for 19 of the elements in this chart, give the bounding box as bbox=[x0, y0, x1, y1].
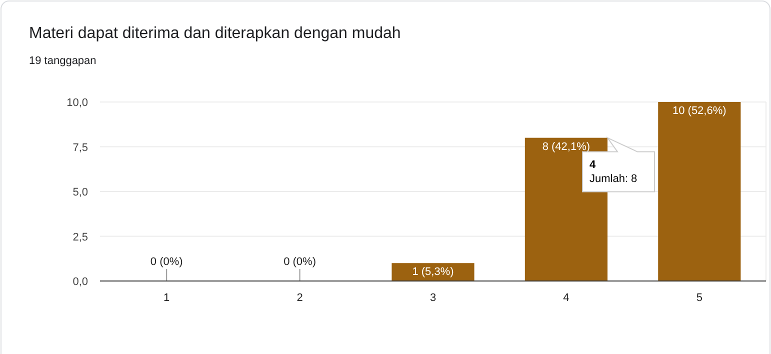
annotation: 4 Jumlah: 8 bbox=[589, 158, 638, 185]
data-label: 0 (0%) bbox=[150, 256, 183, 268]
chart-subtitle: 19 tanggapan bbox=[29, 55, 96, 67]
x-tick-label: 3 bbox=[430, 292, 436, 304]
y-tick-label: 2,5 bbox=[72, 231, 88, 244]
y-tick-label: 0,0 bbox=[72, 276, 88, 288]
y-tick-label: 7,5 bbox=[72, 142, 88, 154]
data-label: 1 (5,3%) bbox=[412, 266, 454, 278]
y-tick-label: 10,0 bbox=[66, 97, 88, 109]
x-tick-label: 4 bbox=[563, 292, 570, 304]
bar bbox=[658, 102, 741, 281]
x-tick-label: 5 bbox=[696, 292, 702, 304]
y-tick-label: 5,0 bbox=[72, 186, 88, 198]
x-tick-label: 1 bbox=[164, 292, 170, 304]
chart-title: Materi dapat diterima dan diterapkan dengan mudah bbox=[29, 25, 401, 42]
data-label: 0 (0%) bbox=[284, 256, 316, 268]
data-label: 10 (52,6%) bbox=[672, 105, 726, 117]
data-label: 8 (42,1%) bbox=[542, 140, 590, 153]
x-tick-label: 2 bbox=[296, 292, 303, 304]
